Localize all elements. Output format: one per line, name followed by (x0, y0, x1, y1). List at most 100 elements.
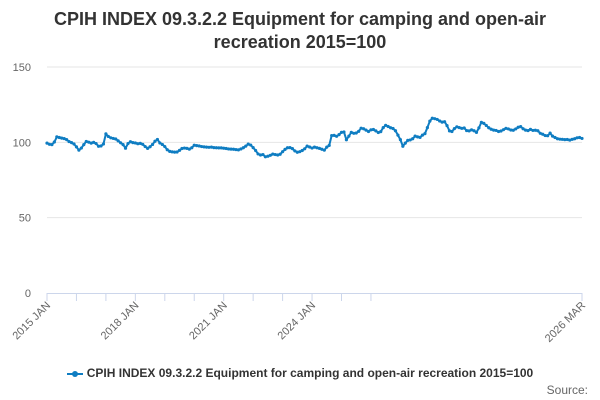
data-point[interactable] (577, 135, 582, 140)
data-point[interactable] (231, 147, 236, 151)
data-point[interactable] (60, 136, 64, 140)
data-point[interactable] (465, 128, 469, 133)
data-point[interactable] (133, 141, 137, 145)
data-point[interactable] (519, 125, 523, 129)
data-point[interactable] (393, 129, 398, 133)
data-point[interactable] (396, 133, 400, 137)
data-point[interactable] (173, 150, 177, 154)
data-point[interactable] (521, 127, 525, 131)
data-point[interactable] (55, 135, 59, 139)
data-point[interactable] (131, 141, 135, 145)
data-point[interactable] (563, 138, 567, 142)
data-point[interactable] (391, 126, 395, 131)
data-point[interactable] (317, 146, 322, 150)
data-point[interactable] (575, 136, 579, 140)
data-point[interactable] (315, 146, 319, 150)
data-point[interactable] (477, 126, 481, 130)
data-point[interactable] (560, 137, 564, 141)
data-point[interactable] (357, 129, 361, 133)
data-point[interactable] (435, 117, 439, 122)
data-point[interactable] (403, 141, 407, 145)
data-point[interactable] (388, 126, 393, 130)
data-point[interactable] (82, 142, 86, 147)
data-point[interactable] (550, 134, 555, 138)
data-point[interactable] (472, 129, 476, 133)
data-point[interactable] (153, 139, 157, 143)
data-point[interactable] (180, 146, 184, 151)
data-point[interactable] (374, 129, 378, 133)
data-point[interactable] (79, 146, 83, 150)
data-point[interactable] (494, 128, 498, 133)
data-point[interactable] (452, 127, 456, 131)
data-point[interactable] (330, 133, 334, 138)
data-point[interactable] (285, 146, 290, 150)
data-point[interactable] (187, 147, 191, 151)
data-point[interactable] (96, 144, 101, 148)
data-point[interactable] (430, 116, 434, 120)
data-point[interactable] (312, 145, 317, 149)
data-point[interactable] (334, 134, 339, 138)
data-point[interactable] (536, 129, 540, 133)
data-point[interactable] (217, 146, 221, 150)
data-point[interactable] (482, 121, 486, 125)
data-point[interactable] (87, 140, 91, 144)
data-point[interactable] (523, 128, 528, 132)
data-point[interactable] (359, 126, 363, 130)
data-point[interactable] (170, 150, 174, 154)
data-point[interactable] (580, 136, 584, 141)
data-point[interactable] (288, 146, 292, 150)
data-point[interactable] (384, 123, 388, 127)
data-point[interactable] (121, 142, 125, 147)
data-point[interactable] (339, 130, 344, 134)
data-point[interactable] (538, 131, 542, 135)
data-point[interactable] (415, 135, 420, 139)
data-point[interactable] (354, 131, 358, 135)
data-point[interactable] (445, 124, 449, 128)
data-point[interactable] (322, 148, 326, 152)
data-point[interactable] (450, 129, 454, 134)
data-point[interactable] (361, 127, 366, 131)
data-point[interactable] (114, 137, 118, 141)
data-point[interactable] (200, 144, 204, 149)
data-point[interactable] (555, 137, 560, 141)
data-point[interactable] (413, 134, 417, 138)
data-point[interactable] (499, 129, 503, 133)
data-point[interactable] (381, 125, 385, 130)
data-point[interactable] (531, 128, 535, 133)
data-point[interactable] (195, 144, 199, 148)
data-point[interactable] (303, 147, 307, 151)
data-point[interactable] (496, 129, 501, 134)
data-point[interactable] (290, 147, 295, 151)
data-point[interactable] (204, 145, 209, 149)
data-point[interactable] (511, 128, 515, 132)
data-point[interactable] (224, 146, 228, 151)
data-point[interactable] (310, 146, 314, 150)
data-point[interactable] (307, 145, 312, 149)
data-point[interactable] (293, 149, 297, 153)
data-point[interactable] (136, 142, 140, 146)
data-point[interactable] (558, 137, 562, 141)
data-point[interactable] (484, 123, 488, 128)
data-point[interactable] (386, 124, 390, 129)
data-point[interactable] (65, 138, 69, 142)
data-point[interactable] (514, 127, 518, 131)
data-point[interactable] (207, 145, 211, 149)
data-point[interactable] (455, 125, 459, 129)
data-point[interactable] (295, 150, 299, 154)
data-point[interactable] (246, 142, 250, 146)
data-point[interactable] (234, 147, 238, 152)
data-point[interactable] (379, 130, 383, 134)
data-point[interactable] (408, 138, 412, 142)
data-point[interactable] (109, 136, 113, 140)
data-point[interactable] (281, 150, 285, 154)
data-point[interactable] (165, 148, 169, 152)
data-point[interactable] (150, 142, 155, 147)
data-point[interactable] (249, 143, 253, 147)
data-point[interactable] (553, 135, 557, 140)
data-point[interactable] (406, 138, 410, 142)
legend[interactable]: CPIH INDEX 09.3.2.2 Equipment for campin… (0, 366, 600, 380)
data-point[interactable] (423, 131, 427, 136)
data-point[interactable] (123, 146, 128, 150)
data-point[interactable] (155, 137, 160, 142)
data-point[interactable] (516, 125, 520, 129)
